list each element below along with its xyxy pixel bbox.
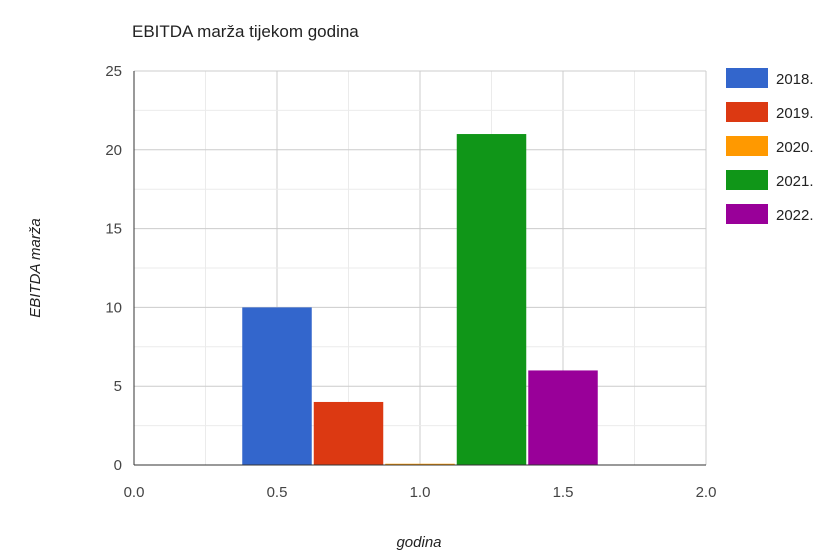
bar-2019	[313, 401, 384, 465]
bars	[242, 134, 598, 466]
legend-label-2021: 2021.	[776, 173, 814, 190]
x-axis-label: godina	[396, 534, 441, 550]
x-tick-label: 0.0	[124, 484, 145, 501]
legend-label-2019: 2019.	[776, 105, 814, 122]
y-tick-label: 25	[105, 63, 122, 80]
y-tick-label: 5	[114, 378, 122, 395]
y-tick-label: 0	[114, 457, 122, 474]
y-axis-label: EBITDA marža	[27, 218, 44, 317]
x-tick-label: 1.5	[553, 484, 574, 501]
x-tick-label: 0.5	[267, 484, 288, 501]
bar-2022	[528, 370, 598, 465]
legend: 2018. 2019. 2020. 2021. 2022.	[726, 68, 814, 224]
legend-swatch-2018	[726, 68, 768, 88]
x-tick-label: 2.0	[696, 484, 717, 501]
x-tick-labels: 0.0 0.5 1.0 1.5 2.0	[124, 484, 717, 501]
legend-swatch-2019	[726, 102, 768, 122]
legend-swatch-2021	[726, 170, 768, 190]
legend-label-2018: 2018.	[776, 71, 814, 88]
y-tick-label: 15	[105, 221, 122, 238]
y-tick-label: 10	[105, 299, 122, 316]
grid	[134, 70, 707, 465]
legend-swatch-2020	[726, 136, 768, 156]
legend-label-2020: 2020.	[776, 139, 814, 156]
axes	[133, 71, 706, 466]
legend-label-2022: 2022.	[776, 207, 814, 224]
bar-2021	[456, 134, 527, 466]
y-tick-label: 20	[105, 142, 122, 159]
x-tick-label: 1.0	[410, 484, 431, 501]
y-tick-labels: 0 5 10 15 20 25	[105, 63, 122, 474]
chart-title: EBITDA marža tijekom godina	[132, 22, 359, 41]
bar-2018	[242, 307, 312, 465]
legend-swatch-2022	[726, 204, 768, 224]
